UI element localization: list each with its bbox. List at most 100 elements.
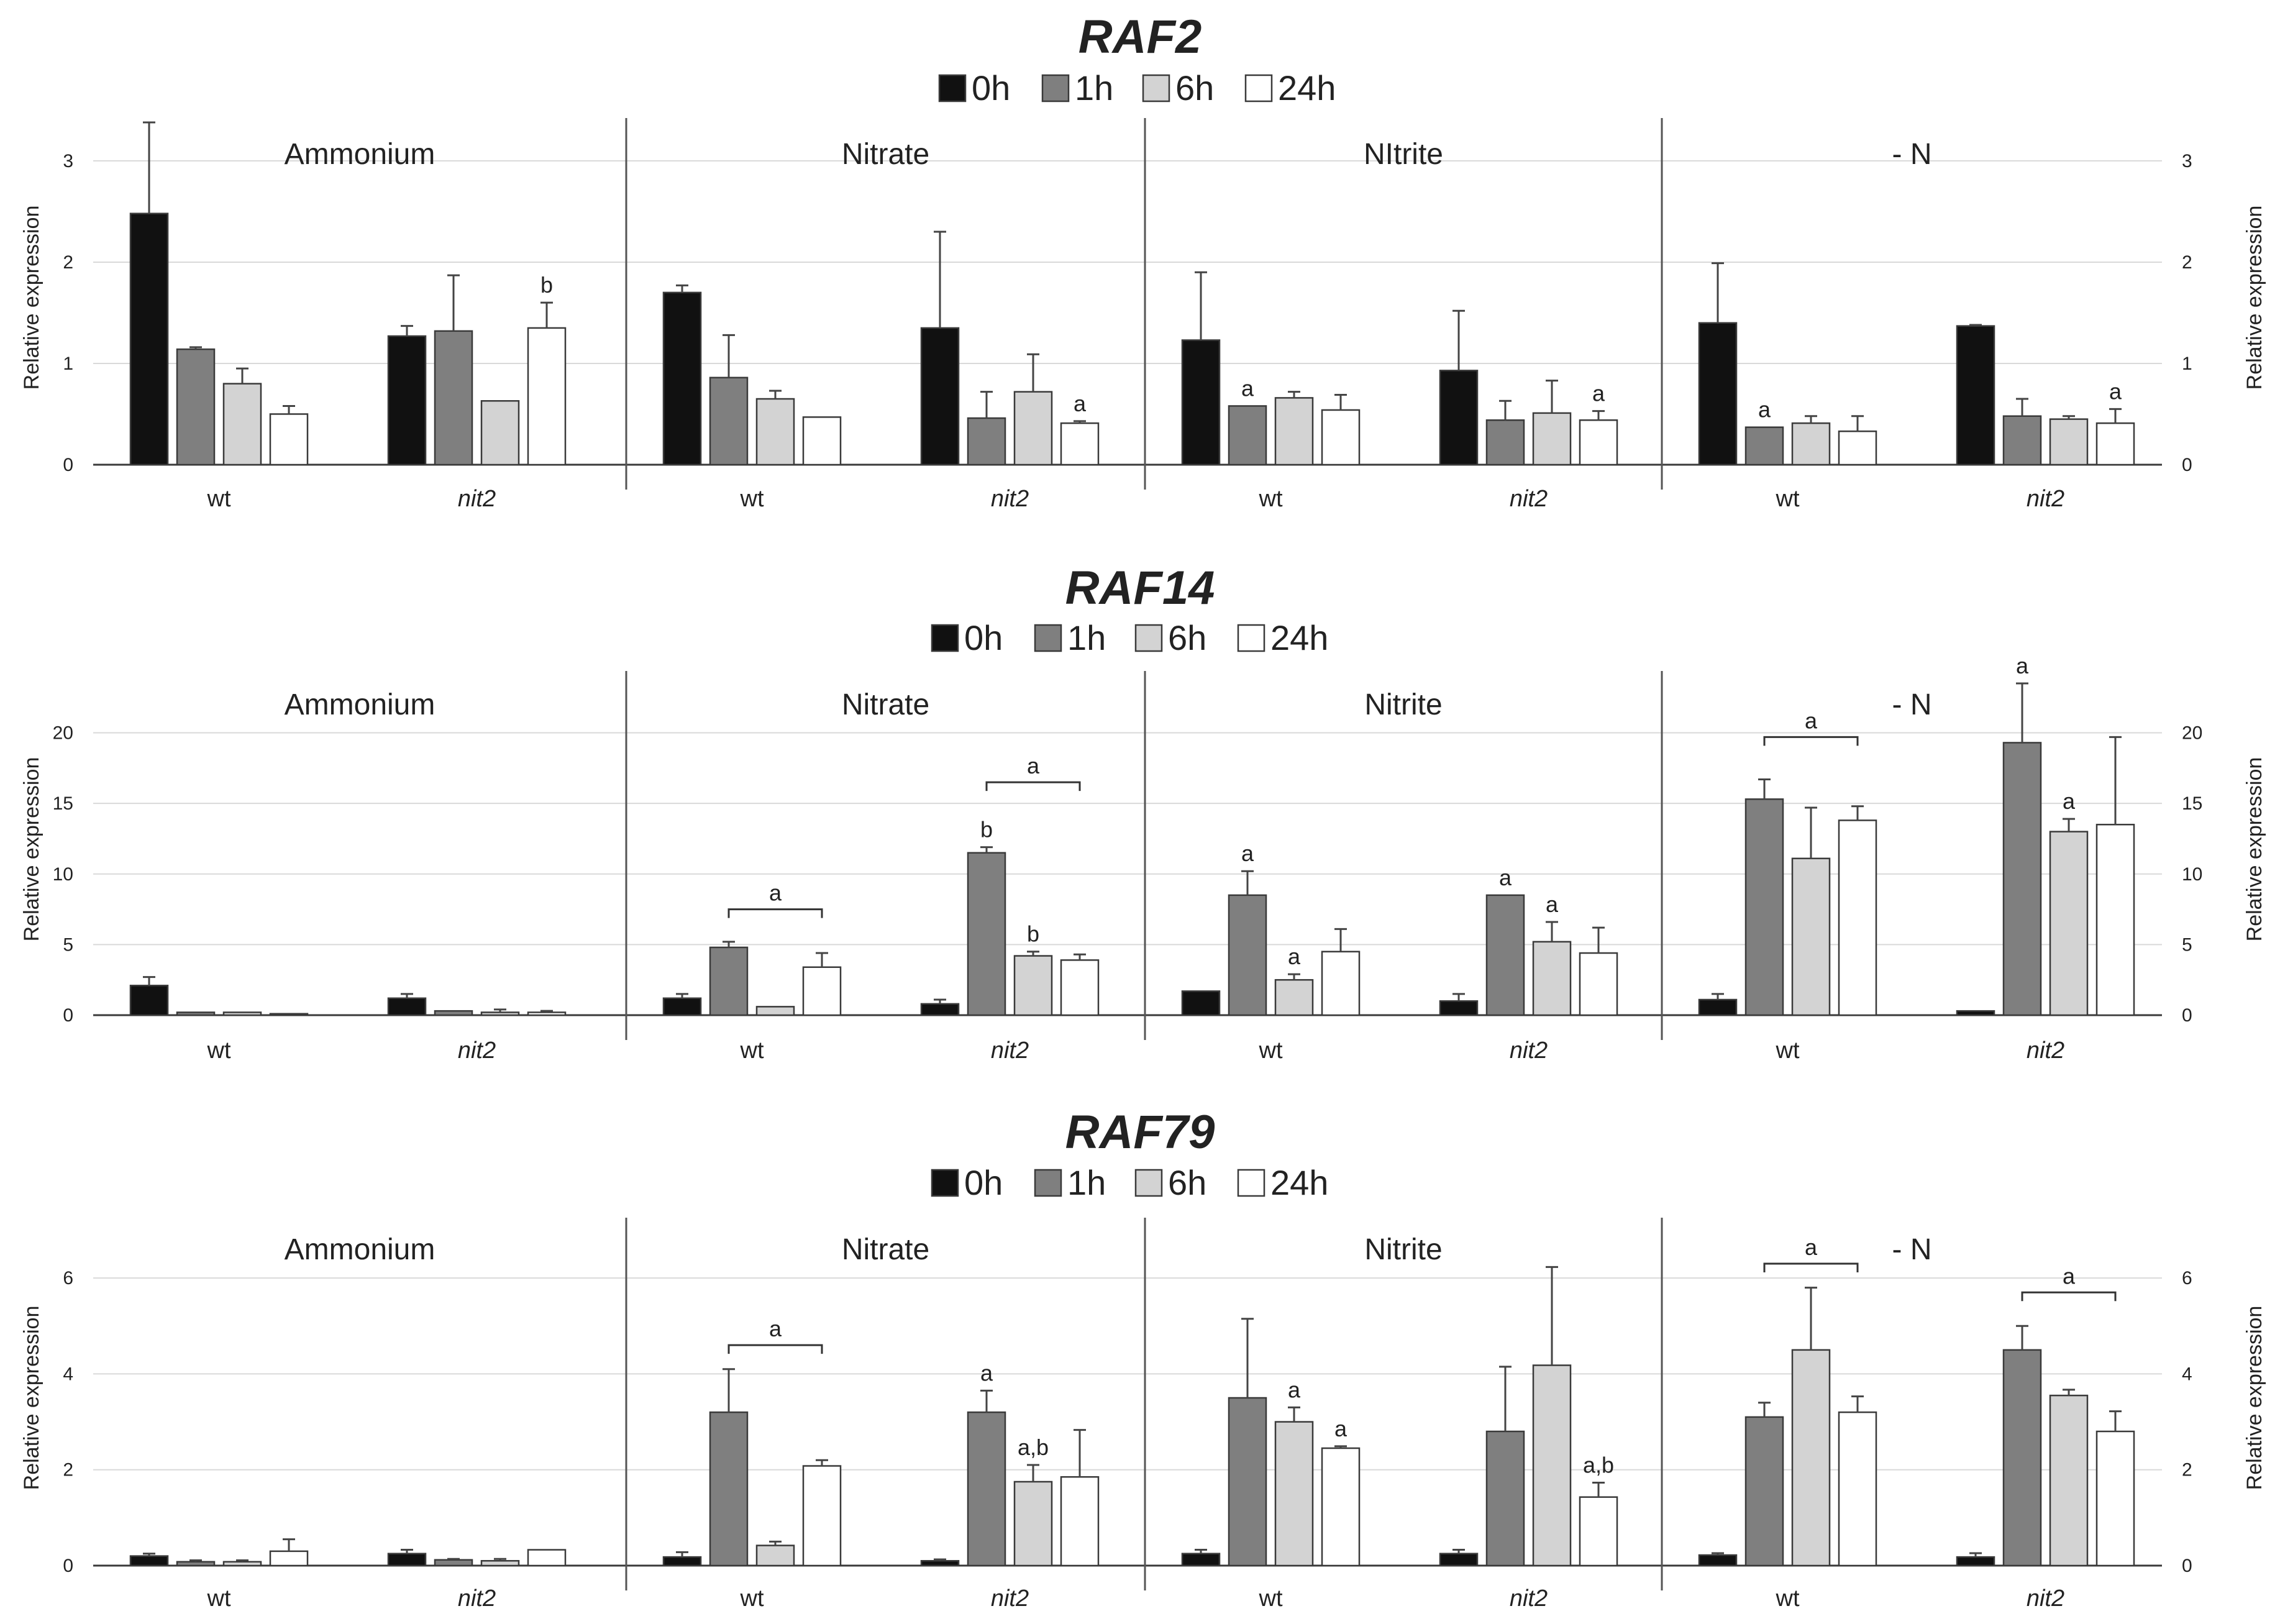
significance-bracket	[1763, 1262, 1859, 1272]
bar-nit2-6h	[1013, 1480, 1053, 1567]
bar-wt-6h	[222, 1011, 262, 1016]
condition-label: Nitrite	[1364, 688, 1442, 721]
significance-bracket	[1763, 736, 1859, 746]
bar-wt-24h	[269, 1550, 309, 1567]
bar-nit2-6h	[2049, 1394, 2089, 1567]
bar-nit2-1h	[2002, 1349, 2042, 1567]
genotype-label: nit2	[991, 1038, 1029, 1064]
bracket-label: a	[769, 1316, 782, 1341]
genotype-label: wt	[1259, 1038, 1283, 1064]
significance-label: a	[1241, 375, 1254, 401]
bar-wt-0h	[662, 997, 702, 1016]
y-tick-left: 0	[63, 455, 73, 475]
significance-label: a	[1288, 1377, 1301, 1402]
genotype-label: nit2	[458, 1038, 496, 1064]
bar-nit2-24h	[1579, 1496, 1618, 1567]
y-tick-left: 2	[63, 252, 73, 273]
bar-wt-6h	[755, 1544, 795, 1567]
legend-label-0h: 0h	[964, 1163, 1003, 1202]
y-tick-left: 3	[63, 151, 73, 171]
legend-label-6h: 6h	[1168, 618, 1206, 657]
condition-label: - N	[1892, 688, 1932, 721]
legend-swatch-1h	[1034, 1169, 1062, 1197]
condition-label: Nitrite	[1364, 1233, 1442, 1266]
bar-wt-6h	[1791, 857, 1831, 1016]
genotype-label: wt	[207, 1585, 231, 1612]
legend-label-6h: 6h	[1175, 68, 1214, 107]
y-tick-left: 0	[63, 1556, 73, 1576]
condition-label: Nitrate	[842, 1233, 929, 1266]
significance-label: a	[1241, 841, 1254, 866]
significance-label: a	[1758, 397, 1771, 422]
significance-label: a	[1546, 892, 1559, 917]
legend-label-0h: 0h	[964, 618, 1003, 657]
bar-nit2-0h	[1439, 370, 1479, 466]
bar-wt-6h	[222, 383, 262, 466]
bar-wt-0h	[129, 212, 169, 466]
significance-label: b	[980, 817, 993, 842]
y-tick-right: 2	[2182, 1460, 2192, 1480]
bar-nit2-6h	[1013, 955, 1053, 1016]
genotype-label: nit2	[458, 486, 496, 512]
significance-label: a	[2063, 788, 2076, 814]
bar-wt-1h	[1228, 1397, 1267, 1567]
bar-nit2-24h	[2095, 823, 2135, 1016]
bar-wt-1h	[1228, 894, 1267, 1016]
significance-label: a	[1288, 944, 1301, 969]
bar-wt-6h	[1791, 1349, 1831, 1567]
bar-nit2-6h	[1532, 1364, 1572, 1567]
bar-wt-0h	[1181, 339, 1221, 466]
condition-label: Ammonium	[285, 688, 435, 721]
legend-label-1h: 1h	[1067, 1163, 1106, 1202]
bracket-label: a	[2063, 1263, 2076, 1289]
bar-wt-24h	[802, 966, 842, 1016]
condition-label: Ammonium	[285, 138, 435, 171]
genotype-label: wt	[1776, 1038, 1800, 1064]
genotype-label: nit2	[1510, 1585, 1548, 1612]
genotype-label: nit2	[2027, 1585, 2064, 1612]
genotype-label: wt	[740, 1585, 764, 1612]
significance-bracket	[727, 1344, 823, 1354]
y-tick-right: 0	[2182, 455, 2192, 475]
bar-wt-0h	[1698, 1554, 1738, 1567]
chart-title: RAF14	[1065, 562, 1215, 614]
bar-wt-1h	[1744, 798, 1784, 1016]
bracket-label: a	[769, 880, 782, 906]
legend-label-6h: 6h	[1168, 1163, 1206, 1202]
significance-bracket	[727, 908, 823, 918]
bar-nit2-6h	[2049, 418, 2089, 466]
chart-title: RAF2	[1078, 11, 1202, 63]
bracket-label: a	[1805, 708, 1818, 733]
y-tick-left: 20	[53, 723, 73, 744]
bar-wt-0h	[662, 1556, 702, 1567]
bracket-label: a	[1027, 753, 1040, 778]
legend-label-24h: 24h	[1270, 618, 1328, 657]
bar-nit2-6h	[480, 1011, 520, 1016]
bar-nit2-0h	[920, 1003, 960, 1016]
legend-swatch-1h	[1034, 624, 1062, 652]
condition-label: - N	[1892, 1233, 1932, 1266]
y-axis-label-right: Relative expression	[2243, 757, 2266, 942]
y-tick-right: 0	[2182, 1005, 2192, 1026]
y-tick-right: 10	[2182, 864, 2202, 885]
bar-nit2-1h	[1485, 1430, 1525, 1567]
genotype-label: wt	[207, 1038, 231, 1064]
bar-wt-0h	[1698, 322, 1738, 466]
bar-nit2-0h	[1439, 1000, 1479, 1016]
bar-nit2-24h	[1579, 952, 1618, 1016]
legend-swatch-24h	[1237, 624, 1265, 652]
bar-wt-6h	[222, 1561, 262, 1567]
significance-label: a,b	[1018, 1435, 1049, 1460]
y-axis-label-right: Relative expression	[2243, 206, 2266, 390]
bar-nit2-0h	[920, 327, 960, 466]
bar-wt-6h	[1274, 397, 1314, 466]
significance-label: b	[1027, 921, 1039, 947]
genotype-label: nit2	[991, 486, 1029, 512]
bar-nit2-6h	[1013, 391, 1053, 466]
bar-nit2-6h	[1532, 412, 1572, 466]
genotype-label: wt	[1776, 486, 1800, 512]
bar-wt-1h	[1228, 405, 1267, 466]
y-tick-right: 20	[2182, 723, 2202, 744]
bar-nit2-24h	[1579, 419, 1618, 466]
